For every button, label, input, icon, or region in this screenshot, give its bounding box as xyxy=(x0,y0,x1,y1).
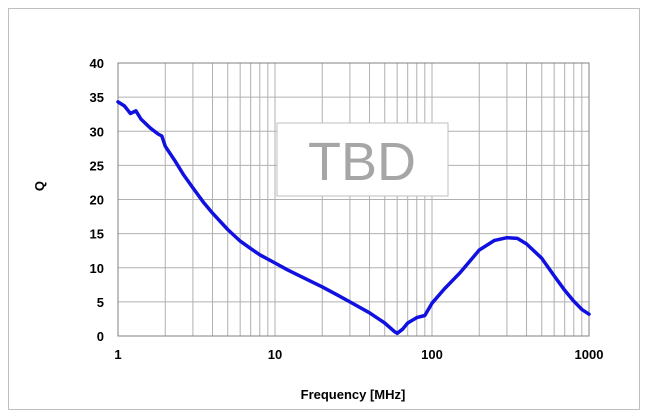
plot-area xyxy=(117,62,590,337)
series-line xyxy=(116,100,591,336)
x-axis-title: Frequency [MHz] xyxy=(301,387,406,402)
y-tick-label: 10 xyxy=(90,261,104,276)
x-tick-label: 1 xyxy=(114,347,121,362)
x-tick-label: 100 xyxy=(421,347,443,362)
y-tick-label: 35 xyxy=(90,90,104,105)
tbd-box xyxy=(276,122,449,197)
y-tick-label: 40 xyxy=(90,56,104,71)
y-tick-label: 0 xyxy=(97,329,104,344)
chart-frame xyxy=(8,8,640,410)
x-tick-label: 10 xyxy=(268,347,282,362)
y-tick-label: 15 xyxy=(90,227,104,242)
y-tick-label: 25 xyxy=(90,158,104,173)
y-tick-label: 20 xyxy=(90,193,104,208)
y-tick-label: 30 xyxy=(90,124,104,139)
y-axis-ticks: 0 5 10 15 20 25 30 35 40 xyxy=(90,56,104,344)
tbd-annotation: TBD xyxy=(308,132,416,192)
y-tick-label: 5 xyxy=(97,295,104,310)
x-axis-ticks: 1 10 100 1000 xyxy=(114,347,603,362)
grid xyxy=(118,63,589,336)
y-axis-title: Q xyxy=(32,181,47,191)
x-tick-label: 1000 xyxy=(575,347,604,362)
